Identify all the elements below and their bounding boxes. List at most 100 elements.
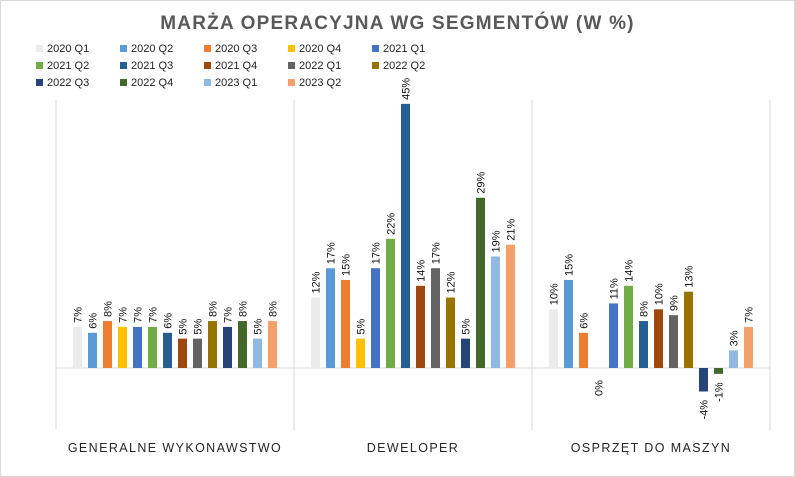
category-label: OSPRZĘT DO MASZYN — [571, 441, 731, 455]
legend-label: 2022 Q4 — [131, 77, 174, 89]
legend-swatch — [36, 45, 43, 52]
bar — [491, 256, 500, 368]
data-label: 5% — [178, 319, 190, 335]
data-label: -1% — [714, 382, 726, 402]
data-label: 7% — [148, 307, 160, 323]
data-label: 14% — [624, 260, 636, 282]
data-label: 17% — [431, 242, 443, 264]
data-label: 6% — [88, 313, 100, 329]
data-label: 45% — [401, 78, 413, 100]
data-label: 5% — [356, 319, 368, 335]
legend-label: 2023 Q2 — [299, 77, 342, 89]
data-label: 0% — [594, 380, 606, 396]
bar — [163, 332, 172, 368]
data-label: -4% — [699, 400, 711, 420]
bar — [73, 326, 82, 368]
data-label: 7% — [118, 307, 130, 323]
legend-swatch — [120, 45, 127, 52]
bar — [118, 326, 127, 368]
bar — [208, 321, 217, 368]
data-label: 15% — [341, 254, 353, 276]
data-label: 12% — [311, 271, 323, 293]
legend-swatch — [36, 79, 43, 86]
bar — [699, 368, 708, 392]
legend-label: 2022 Q2 — [383, 60, 426, 72]
bar — [193, 338, 202, 368]
data-label: 7% — [73, 307, 85, 323]
data-label: 5% — [253, 319, 265, 335]
legend-label: 2022 Q1 — [299, 60, 342, 72]
legend-swatch — [288, 62, 295, 69]
bar — [311, 297, 320, 368]
category-label: DEWELOPER — [367, 441, 459, 455]
data-label: 29% — [476, 172, 488, 194]
bar — [564, 279, 573, 368]
data-label: 10% — [654, 283, 666, 305]
data-label: 9% — [669, 295, 681, 311]
data-label: 7% — [744, 307, 756, 323]
bar — [253, 338, 262, 368]
category-label: GENERALNE WYKONAWSTWO — [68, 441, 282, 455]
legend-swatch — [288, 79, 295, 86]
legend-label: 2021 Q4 — [215, 60, 258, 72]
legend-label: 2020 Q2 — [131, 43, 174, 55]
data-label: 19% — [491, 230, 503, 252]
data-label: 8% — [268, 301, 280, 317]
bar — [133, 326, 142, 368]
data-label: 10% — [549, 283, 561, 305]
bar — [401, 103, 410, 368]
data-label: 8% — [639, 301, 651, 317]
bar — [549, 309, 558, 368]
data-label: 6% — [163, 313, 175, 329]
data-label: 7% — [133, 307, 145, 323]
bar — [506, 244, 515, 368]
data-label: 11% — [609, 278, 621, 299]
data-label: 14% — [416, 260, 428, 282]
bar — [684, 291, 693, 368]
bar — [326, 268, 335, 368]
legend-label: 2023 Q1 — [215, 77, 258, 89]
bar — [744, 326, 753, 368]
bar — [178, 338, 187, 368]
bar — [268, 321, 277, 368]
data-label: 8% — [238, 301, 250, 317]
legend-label: 2021 Q1 — [383, 43, 426, 55]
data-label: 13% — [684, 265, 696, 287]
legend-label: 2021 Q2 — [47, 60, 90, 72]
legend-swatch — [204, 79, 211, 86]
data-label: 17% — [371, 242, 383, 264]
bar — [476, 197, 485, 368]
legend-swatch — [120, 62, 127, 69]
bar — [609, 303, 618, 368]
data-label: 22% — [386, 213, 398, 235]
bar — [341, 279, 350, 368]
bar — [386, 238, 395, 368]
bar — [669, 315, 678, 368]
bar — [103, 321, 112, 368]
bar — [148, 326, 157, 368]
legend-swatch — [204, 45, 211, 52]
data-label: 5% — [461, 319, 473, 335]
legend-label: 2021 Q3 — [131, 60, 174, 72]
data-label: 7% — [223, 307, 235, 323]
bar — [654, 309, 663, 368]
data-label: 8% — [208, 301, 220, 317]
legend-swatch — [36, 62, 43, 69]
legend-label: 2020 Q1 — [47, 43, 90, 55]
data-label: 15% — [564, 254, 576, 276]
legend-label: 2022 Q3 — [47, 77, 90, 89]
bar — [223, 326, 232, 368]
legend-swatch — [372, 45, 379, 52]
bar — [371, 268, 380, 368]
bar — [729, 350, 738, 368]
bar — [238, 321, 247, 368]
bar — [446, 297, 455, 368]
bar — [431, 268, 440, 368]
bar — [461, 338, 470, 368]
data-label: 6% — [579, 313, 591, 329]
bar — [356, 338, 365, 368]
data-label: 3% — [729, 330, 741, 346]
bar — [639, 321, 648, 368]
data-label: 8% — [103, 301, 115, 317]
